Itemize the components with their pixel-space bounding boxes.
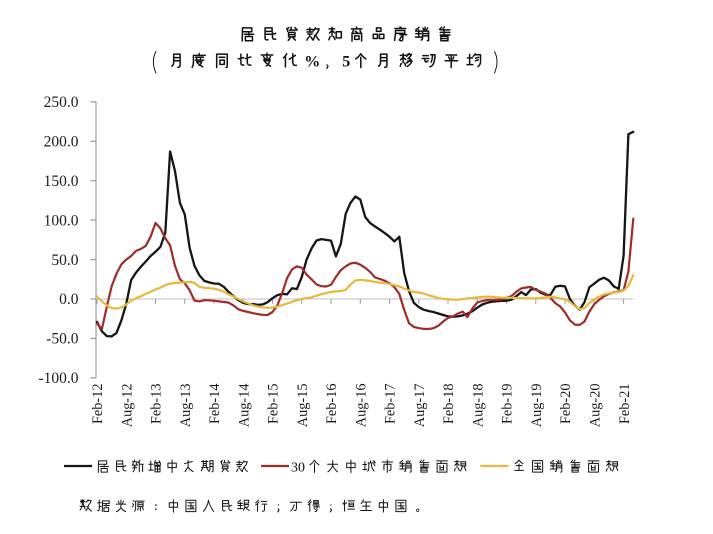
svg-text:Aug-17: Aug-17 [412,384,428,428]
svg-text:-100.0: -100.0 [38,370,78,387]
svg-text:Feb-21: Feb-21 [617,384,633,425]
svg-text:Feb-15: Feb-15 [266,384,282,425]
svg-text:Aug-13: Aug-13 [178,384,194,428]
svg-text:Aug-18: Aug-18 [471,384,487,428]
svg-text:Feb-20: Feb-20 [558,384,574,425]
svg-text:50.0: 50.0 [51,252,78,269]
svg-text:Aug-14: Aug-14 [237,384,253,428]
svg-text:Feb-13: Feb-13 [149,384,165,425]
svg-text:Feb-14: Feb-14 [207,384,223,425]
svg-text:-50.0: -50.0 [46,331,79,348]
svg-text:Feb-19: Feb-19 [500,384,516,425]
svg-text:Aug-20: Aug-20 [588,384,604,428]
svg-text:Feb-18: Feb-18 [441,384,457,425]
svg-text:100.0: 100.0 [44,212,79,229]
svg-text:5: 5 [342,54,350,71]
svg-text:Feb-17: Feb-17 [383,384,399,425]
svg-text:Aug-19: Aug-19 [529,384,545,428]
svg-text:200.0: 200.0 [44,134,79,151]
svg-text:30: 30 [291,461,305,476]
svg-text:150.0: 150.0 [44,173,79,190]
svg-text:Feb-12: Feb-12 [90,384,106,425]
svg-text:%: % [304,54,320,71]
svg-text:Aug-16: Aug-16 [354,384,370,428]
svg-text:Feb-16: Feb-16 [324,384,340,425]
svg-text:0.0: 0.0 [59,291,79,308]
svg-text:250.0: 250.0 [44,94,79,111]
svg-text:Aug-15: Aug-15 [295,384,311,428]
svg-text:Aug-12: Aug-12 [120,384,136,428]
